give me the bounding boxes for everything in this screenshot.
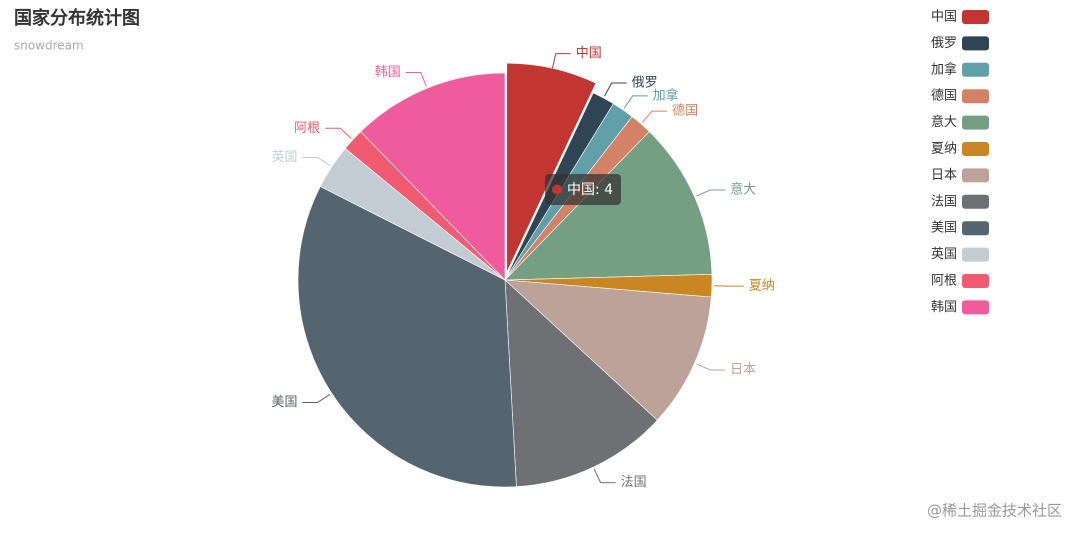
legend-label: 韩国 (931, 300, 957, 315)
pie-slice (360, 72, 506, 281)
label-line (325, 127, 352, 139)
legend-label: 加拿 (931, 61, 957, 77)
tooltip-name: 中国 (567, 182, 595, 198)
legend-label: 美国 (931, 221, 957, 236)
legend-label: 意大 (931, 114, 957, 130)
legend-label: 夏纳 (931, 142, 957, 157)
slice-label: 法国 (621, 475, 647, 490)
label-line (302, 156, 331, 167)
label-line (696, 363, 726, 371)
pie-slice (506, 62, 597, 273)
pie-slice (504, 279, 658, 488)
slice-label: 美国 (271, 395, 297, 410)
legend-label: 中国 (931, 10, 957, 25)
slice-label: 夏纳 (749, 279, 775, 294)
slice-label: 中国 (576, 46, 602, 61)
slice-label: 阿根 (294, 121, 320, 136)
legend-label: 英国 (931, 247, 957, 262)
label-line (696, 189, 726, 197)
slice-label: 俄罗 (632, 75, 658, 90)
tooltip-sep: : (595, 182, 604, 198)
chart-title: 国家分布统计图 (14, 7, 140, 29)
legend-label: 德国 (931, 89, 957, 104)
legend-label: 法国 (931, 194, 957, 209)
label-line (623, 95, 648, 109)
slice-label: 韩国 (375, 65, 401, 80)
slice-label: 意大 (730, 182, 756, 198)
legend-label: 阿根 (931, 274, 957, 289)
label-line (641, 110, 668, 123)
legend-swatch (962, 142, 989, 156)
legend-swatch (962, 89, 989, 104)
label-line (405, 71, 427, 87)
pie-slice (504, 131, 713, 281)
tooltip: 中国: 4 (545, 174, 621, 205)
tooltip-dot (552, 184, 562, 195)
label-line (604, 82, 627, 97)
legend-swatch (962, 194, 989, 209)
legend-label: 日本 (931, 168, 957, 183)
legend-swatch (962, 62, 989, 77)
legend-swatch (962, 247, 989, 262)
slice-label: 日本 (730, 362, 756, 377)
legend-swatch (962, 115, 989, 130)
legend-swatch (962, 274, 989, 288)
legend-swatch (962, 36, 989, 51)
tooltip-value: 4 (604, 182, 613, 198)
chart-subtitle: snowdream (14, 39, 84, 53)
legend-label: 俄罗 (931, 36, 957, 51)
slice-label: 德国 (672, 104, 698, 119)
legend-swatch (962, 221, 989, 236)
slice-label: 加拿 (653, 87, 679, 103)
legend-swatch (962, 168, 989, 183)
label-line (551, 53, 571, 69)
pie-slice (504, 279, 712, 421)
label-line (302, 393, 331, 404)
tooltip-text: 中国: 4 (567, 182, 613, 198)
watermark: @稀土掘金技术社区 (927, 502, 1062, 520)
tooltip-box (545, 174, 621, 205)
label-line (593, 468, 616, 484)
legend-swatch (962, 300, 989, 315)
pie-slice (297, 186, 517, 488)
legend-swatch (962, 10, 989, 24)
slice-label: 英国 (271, 150, 297, 165)
